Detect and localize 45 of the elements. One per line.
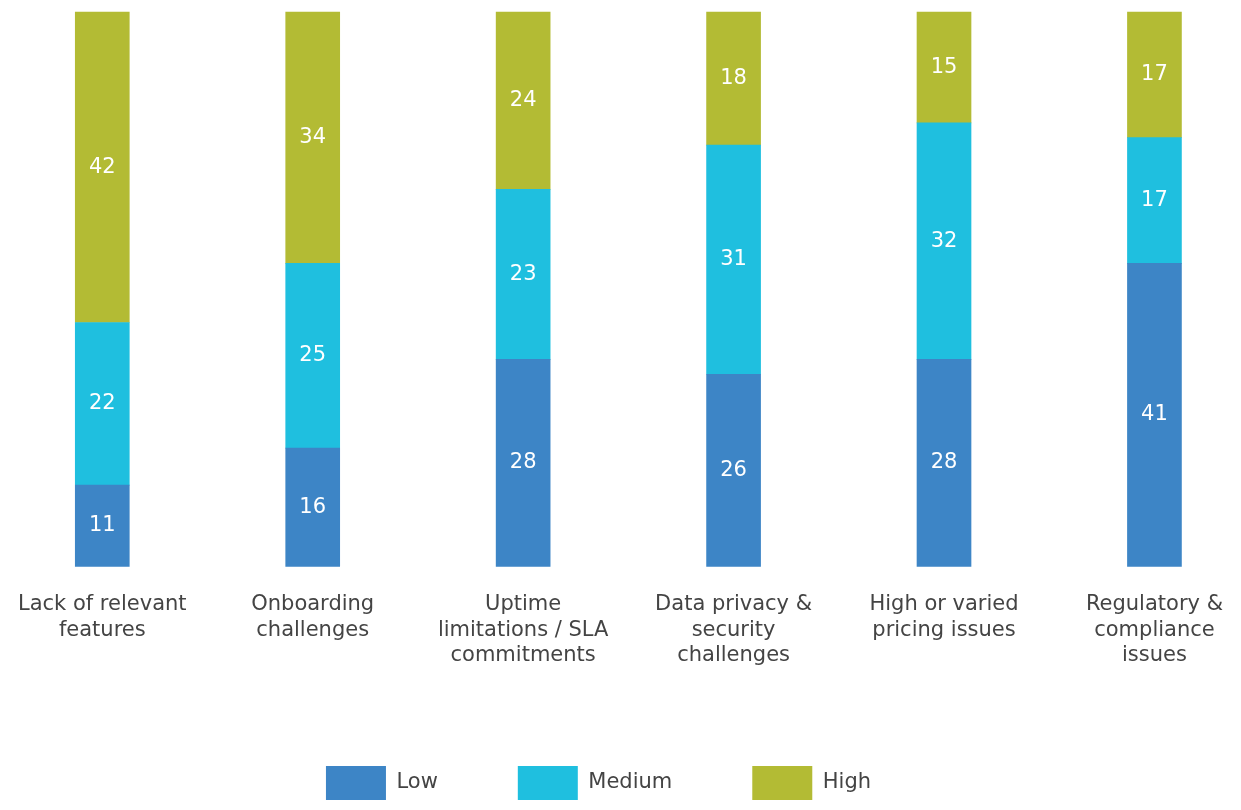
data-label: 31 bbox=[720, 246, 747, 271]
legend-label: High bbox=[822, 769, 872, 794]
x-tick-label: Lack of relevant features bbox=[18, 591, 187, 641]
data-label: 34 bbox=[299, 124, 327, 149]
bar bbox=[285, 447, 341, 567]
bar bbox=[916, 11, 972, 124]
data-label: 26 bbox=[720, 456, 747, 481]
bar bbox=[706, 11, 761, 146]
bar bbox=[285, 263, 341, 449]
data-label: 24 bbox=[509, 87, 537, 112]
bar bbox=[916, 122, 972, 360]
bar bbox=[495, 359, 551, 567]
bar bbox=[74, 484, 130, 567]
data-label: 17 bbox=[1141, 186, 1168, 211]
data-label: 28 bbox=[930, 449, 958, 474]
x-tick-label: Data privacy & security challenges bbox=[655, 591, 813, 666]
bar bbox=[1127, 137, 1182, 264]
bar bbox=[1127, 263, 1182, 567]
data-label: 17 bbox=[1141, 61, 1168, 86]
bar bbox=[916, 359, 972, 567]
bar bbox=[1127, 11, 1182, 138]
data-label: 41 bbox=[1141, 401, 1168, 426]
bar bbox=[495, 189, 551, 360]
bar bbox=[74, 322, 130, 486]
bar bbox=[706, 144, 761, 375]
data-label: 32 bbox=[930, 227, 958, 252]
bar bbox=[495, 11, 551, 190]
x-tick-label: Onboarding challenges bbox=[251, 591, 375, 641]
data-label: 28 bbox=[509, 449, 537, 474]
data-label: 16 bbox=[299, 493, 327, 518]
x-tick-label: Regulatory & compliance issues bbox=[1085, 591, 1223, 666]
bar bbox=[74, 11, 130, 323]
data-label: 22 bbox=[88, 390, 116, 415]
bar bbox=[285, 11, 341, 264]
data-label: 23 bbox=[509, 260, 537, 285]
data-label: 25 bbox=[299, 342, 327, 367]
data-label: 18 bbox=[720, 64, 747, 89]
x-tick-label: High or varied pricing issues bbox=[869, 591, 1019, 641]
bar bbox=[706, 373, 761, 567]
data-label: 15 bbox=[930, 53, 958, 78]
legend-label: Medium bbox=[588, 769, 673, 794]
data-label: 42 bbox=[88, 153, 116, 178]
legend-label: Low bbox=[396, 769, 438, 794]
x-tick-label: Uptime limitations / SLA commitments bbox=[437, 591, 610, 666]
data-label: 11 bbox=[88, 512, 116, 537]
